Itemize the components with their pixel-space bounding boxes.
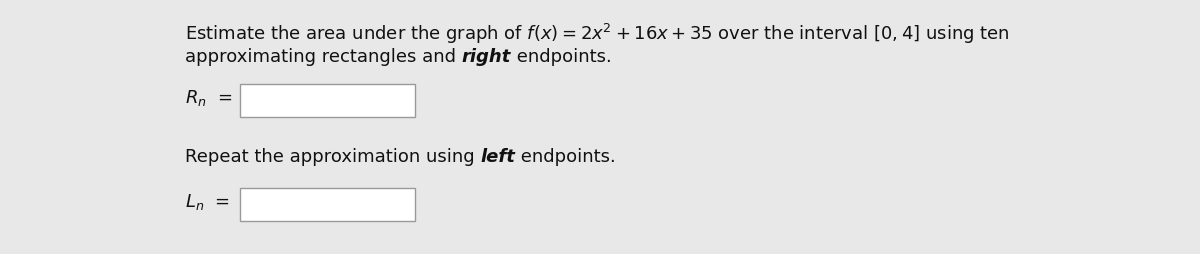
Text: Estimate the area under the graph of $f(x) = 2x^2 + 16x + 35$ over the interval : Estimate the area under the graph of $f(… (185, 22, 1009, 46)
Text: right: right (462, 48, 511, 66)
Text: left: left (480, 148, 515, 166)
FancyBboxPatch shape (240, 188, 415, 221)
Text: approximating rectangles and: approximating rectangles and (185, 48, 462, 66)
Text: endpoints.: endpoints. (515, 148, 616, 166)
FancyBboxPatch shape (240, 84, 415, 117)
Text: $R_n$  =: $R_n$ = (185, 88, 233, 108)
Text: Repeat the approximation using: Repeat the approximation using (185, 148, 480, 166)
Text: $L_n$  =: $L_n$ = (185, 192, 230, 212)
Text: endpoints.: endpoints. (511, 48, 612, 66)
